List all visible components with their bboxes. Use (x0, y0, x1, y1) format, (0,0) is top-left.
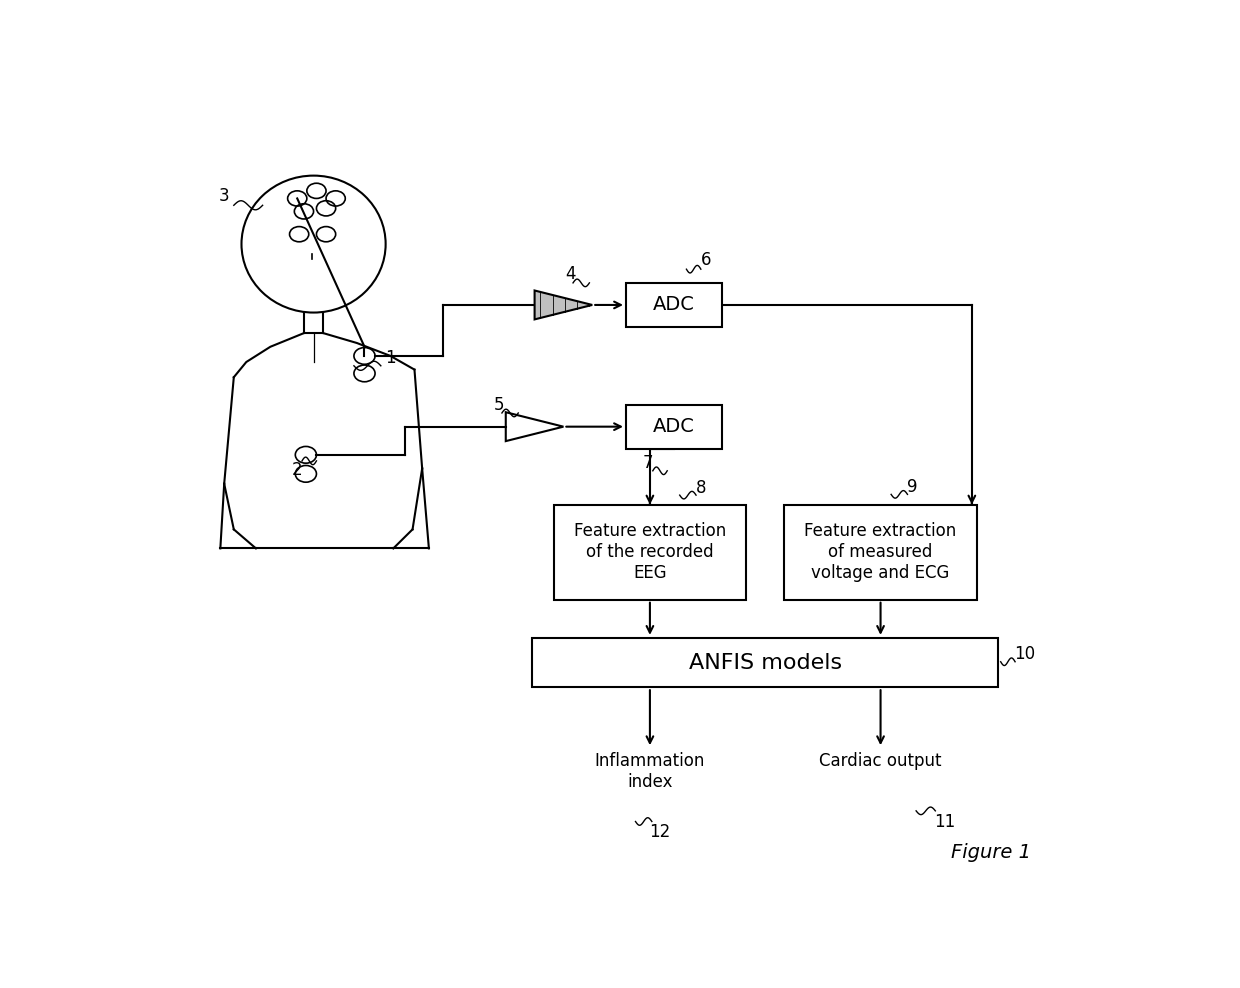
Bar (626, 405, 722, 449)
Text: 2: 2 (291, 461, 303, 479)
Text: Figure 1: Figure 1 (951, 843, 1032, 863)
Text: 1: 1 (386, 349, 396, 368)
Text: 8: 8 (696, 478, 706, 497)
Text: 5: 5 (494, 396, 505, 414)
Bar (532, 638, 998, 688)
Bar (626, 283, 722, 327)
Text: Feature extraction
of measured
voltage and ECG: Feature extraction of measured voltage a… (805, 523, 957, 582)
Text: Inflammation
index: Inflammation index (595, 752, 706, 790)
Text: 7: 7 (642, 454, 653, 472)
Text: 10: 10 (1014, 645, 1035, 663)
Text: 12: 12 (649, 823, 670, 841)
Text: 3: 3 (219, 187, 229, 206)
Text: Cardiac output: Cardiac output (820, 752, 942, 770)
Text: ADC: ADC (653, 417, 694, 436)
Bar (554, 505, 746, 600)
Text: ADC: ADC (653, 295, 694, 314)
Text: 4: 4 (565, 265, 575, 283)
Polygon shape (534, 290, 593, 319)
Text: Feature extraction
of the recorded
EEG: Feature extraction of the recorded EEG (574, 523, 727, 582)
Text: 11: 11 (934, 812, 956, 831)
Text: ANFIS models: ANFIS models (688, 652, 842, 673)
Bar (785, 505, 977, 600)
Text: 9: 9 (906, 478, 918, 496)
Text: 6: 6 (701, 251, 711, 269)
